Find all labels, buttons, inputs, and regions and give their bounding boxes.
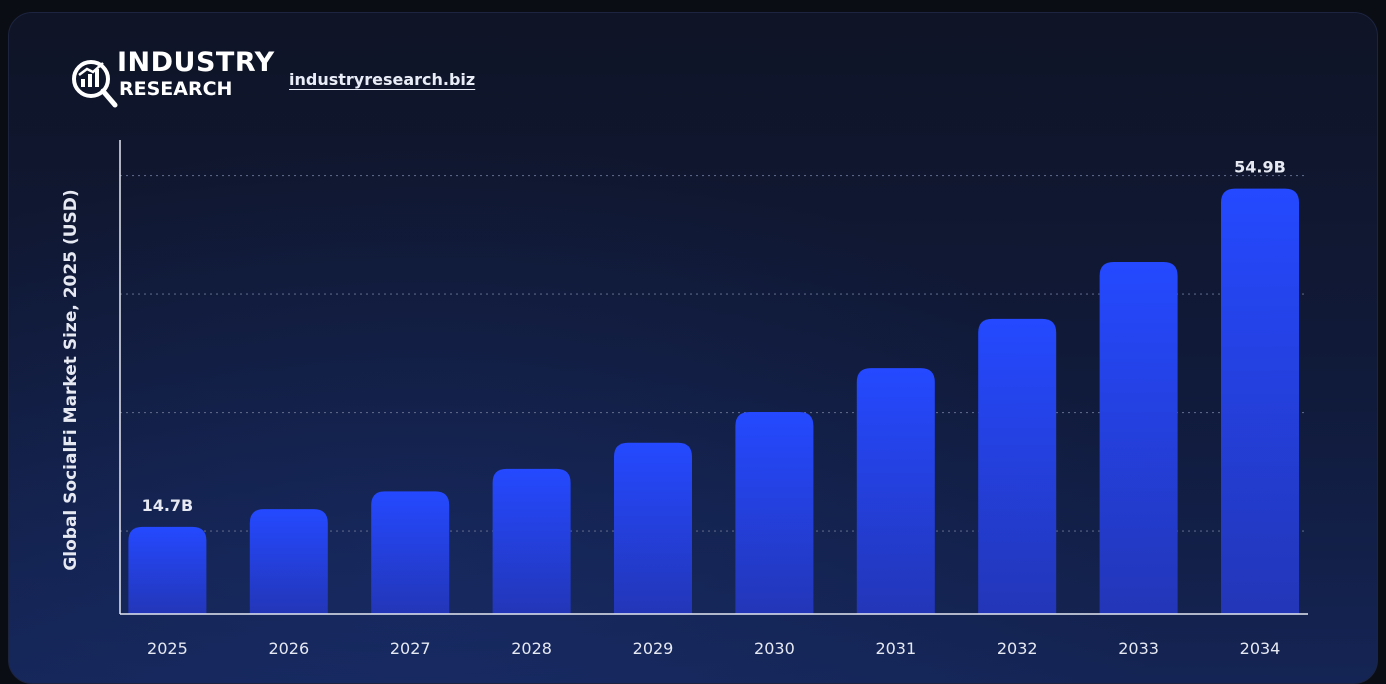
axes [119,140,1308,615]
bar-2028 [492,468,571,614]
x-tick-label: 2034 [1240,639,1281,658]
bar-2034 [1221,188,1299,614]
x-tick-label: 2031 [875,639,916,658]
x-tick-label: 2026 [268,639,309,658]
x-tick-label: 2028 [511,639,552,658]
bar-2031 [856,368,935,614]
x-tick-label: 2033 [1118,639,1159,658]
bars [128,188,1299,614]
logo-text-industry: INDUSTRY [117,47,275,78]
bar-2029 [614,442,692,614]
x-tick-label: 2027 [390,639,431,658]
bar-2025 [128,526,207,614]
bar-2030 [735,411,814,614]
bar-2026 [249,509,328,614]
data-label: 54.9B [1234,158,1286,177]
site-link[interactable]: industryresearch.biz [289,70,476,89]
x-tick-label: 2029 [633,639,674,658]
industry-research-logo: INDUSTRY RESEARCH [67,47,277,113]
data-label: 14.7B [142,496,194,515]
bar-2033 [1099,262,1178,614]
labels: 2025 14.7B 2026 2027 2028 2029 2030 2031 2032 203… [142,158,1286,658]
x-tick-label: 2032 [997,639,1038,658]
bar-2032 [978,318,1057,614]
y-axis-label: Global SocialFi Market Size, 2025 (USD) [61,189,81,570]
logo-text-research: RESEARCH [119,78,233,100]
x-tick-label: 2025 [147,639,188,658]
logo-magnifier-icon [72,60,118,108]
x-tick-label: 2030 [754,639,795,658]
bar-2027 [371,491,450,614]
